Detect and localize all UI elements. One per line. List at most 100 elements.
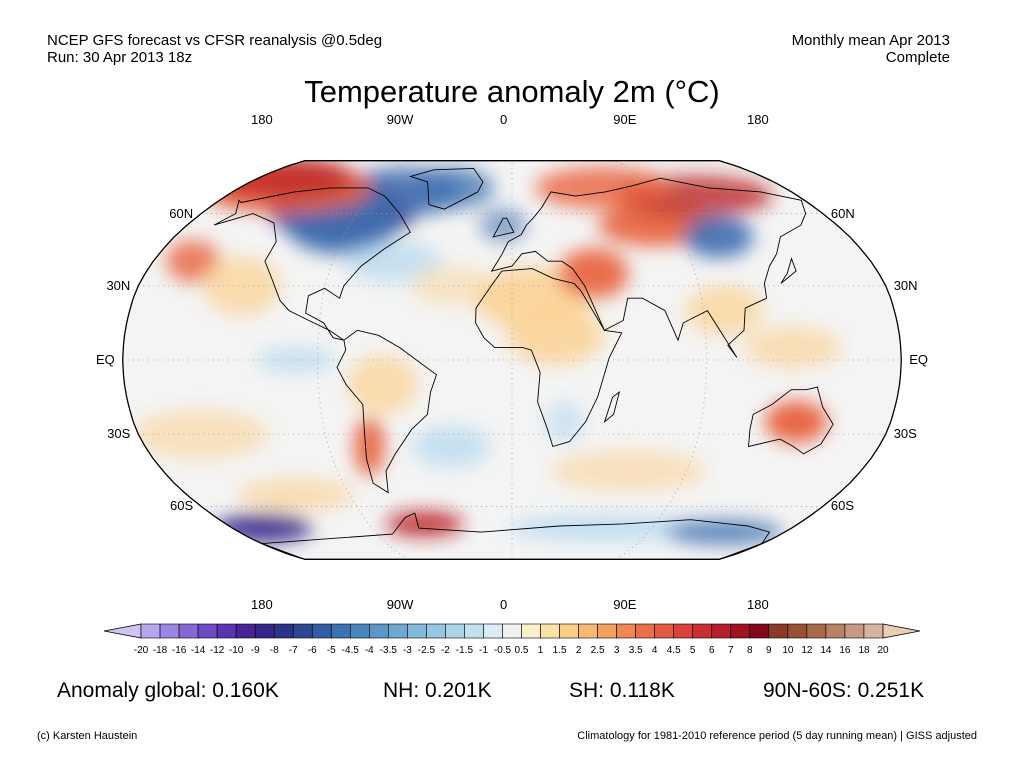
colorbar-tick-label: 1: [538, 645, 544, 656]
lat-right-3: 30S: [893, 426, 917, 442]
colorbar-swatch: [349, 623, 370, 639]
colorbar-swatch: [178, 623, 199, 639]
colorbar-tick-label: 0.5: [515, 645, 529, 656]
colorbar-tick-label: 2: [576, 645, 582, 656]
colorbar-swatch: [711, 623, 732, 639]
colorbar-tick-label: 3.5: [629, 645, 643, 656]
colorbar-tick-label: 5: [690, 645, 696, 656]
lon-bottom-0: 180: [251, 597, 273, 612]
colorbar-swatch: [730, 623, 751, 639]
lon-top-4: 180: [747, 112, 769, 127]
colorbar-swatch: [292, 623, 313, 639]
colorbar-swatch: [540, 623, 560, 639]
colorbar-swatch: [426, 623, 446, 639]
stat-global: Anomaly global: 0.160K: [57, 679, 279, 703]
colorbar-swatch: [502, 623, 522, 639]
colorbar-swatch: [197, 623, 218, 639]
colorbar-swatch: [483, 623, 503, 639]
colorbar-tick-label: -6: [308, 645, 317, 656]
colorbar-swatch: [159, 623, 180, 639]
lon-bottom-4: 180: [747, 597, 769, 612]
colorbar-swatch: [578, 623, 598, 639]
colorbar-swatch: [673, 623, 694, 639]
colorbar-swatch: [369, 623, 389, 639]
header-left-line2: Run: 30 Apr 2013 18z: [47, 49, 193, 66]
lat-right-1: 30N: [893, 277, 918, 293]
lon-top-3: 90E: [613, 112, 637, 127]
colorbar-tick-label: -8: [270, 645, 279, 656]
lat-right-4: 60S: [830, 498, 855, 514]
colorbar-tick-label: -10: [229, 645, 244, 656]
colorbar-tick-label: -14: [191, 645, 206, 656]
stat-arctic-value: 0.251K: [857, 679, 925, 702]
colorbar-tick-label: 10: [782, 645, 794, 656]
colorbar-tick-label: 8: [747, 645, 753, 656]
colorbar-tick-label: 6: [709, 645, 715, 656]
graticule: [122, 160, 902, 560]
colorbar-tick-label: 12: [801, 645, 813, 656]
colorbar-arrow-right: [882, 623, 921, 639]
colorbar-swatch: [692, 623, 713, 639]
colorbar-swatch: [464, 623, 484, 639]
stat-arctic-label: 90N-60S:: [763, 679, 852, 702]
colorbar: -20 -18 -16 -14 -12 -10 -9 -8 -7 -6 -5 -4.5 -4 -3.5 -3…: [103, 623, 921, 656]
colorbar-tick-label: 18: [858, 645, 870, 656]
lat-left-0: 60N: [169, 205, 194, 221]
colorbar-tick-label: -2: [441, 645, 450, 656]
colorbar-swatch: [635, 623, 655, 639]
colorbar-swatch: [445, 623, 465, 639]
colorbar-swatch: [311, 623, 332, 639]
colorbar-tick-label: -18: [153, 645, 168, 656]
lat-right-0: 60N: [830, 205, 855, 221]
header-left-line1: NCEP GFS forecast vs CFSR reanalysis @0.…: [47, 32, 383, 49]
colorbar-swatch: [216, 623, 237, 639]
stat-sh-label: SH:: [569, 679, 605, 702]
stat-sh: SH: 0.118K: [569, 679, 675, 703]
header-right-line1: Monthly mean Apr 2013: [791, 32, 950, 49]
colorbar-swatch: [787, 623, 808, 639]
colorbar-swatch: [559, 623, 579, 639]
colorbar-tick-label: -1: [479, 645, 488, 656]
lat-left-2: EQ: [95, 352, 115, 367]
colorbar-tick-label: -12: [210, 645, 225, 656]
colorbar-tick-label: -3.5: [380, 645, 398, 656]
colorbar-tick-label: 2.5: [591, 645, 605, 656]
colorbar-swatch: [235, 623, 256, 639]
anomaly-blobs: [132, 160, 842, 545]
colorbar-tick-label: 3: [614, 645, 620, 656]
lat-right-2: EQ: [909, 352, 929, 367]
colorbar-swatch: [863, 623, 884, 639]
colorbar-swatch: [825, 623, 846, 639]
stat-sh-value: 0.118K: [609, 679, 675, 702]
colorbar-swatch: [388, 623, 408, 639]
footer-copyright: (c) Karsten Haustein: [37, 730, 138, 742]
colorbar-tick-label: 4: [652, 645, 658, 656]
colorbar-tick-label: 1.5: [553, 645, 567, 656]
map-title: Temperature anomaly 2m (°C): [304, 74, 720, 109]
lon-bottom-2: 0: [500, 597, 508, 612]
stat-arctic: 90N-60S: 0.251K: [763, 679, 924, 703]
globe-outline: [122, 160, 902, 560]
anomaly-field: [122, 160, 902, 560]
lon-bottom-3: 90E: [613, 597, 637, 612]
lat-left-3: 30S: [107, 426, 131, 442]
colorbar-tick-label: 16: [839, 645, 851, 656]
stat-nh-value: 0.201K: [425, 679, 492, 702]
colorbar-swatch: [254, 623, 275, 639]
footer-climatology: Climatology for 1981-2010 reference peri…: [577, 730, 977, 742]
lon-top-1: 90W: [386, 112, 414, 127]
colorbar-swatch: [330, 623, 351, 639]
colorbar-tick-label: -9: [251, 645, 260, 656]
colorbar-tick-label: 9: [766, 645, 772, 656]
lon-top-0: 180: [251, 112, 273, 127]
stat-global-value: 0.160K: [212, 679, 279, 702]
colorbar-tick-label: 14: [820, 645, 832, 656]
colorbar-swatch: [749, 623, 770, 639]
colorbar-tick-label: 4.5: [667, 645, 681, 656]
stat-nh-label: NH:: [383, 679, 420, 702]
colorbar-tick-label: -2.5: [418, 645, 436, 656]
colorbar-tick-label: -3: [403, 645, 412, 656]
colorbar-tick-label: -5: [327, 645, 336, 656]
lat-left-4: 60S: [169, 498, 194, 514]
colorbar-tick-label: -7: [289, 645, 298, 656]
